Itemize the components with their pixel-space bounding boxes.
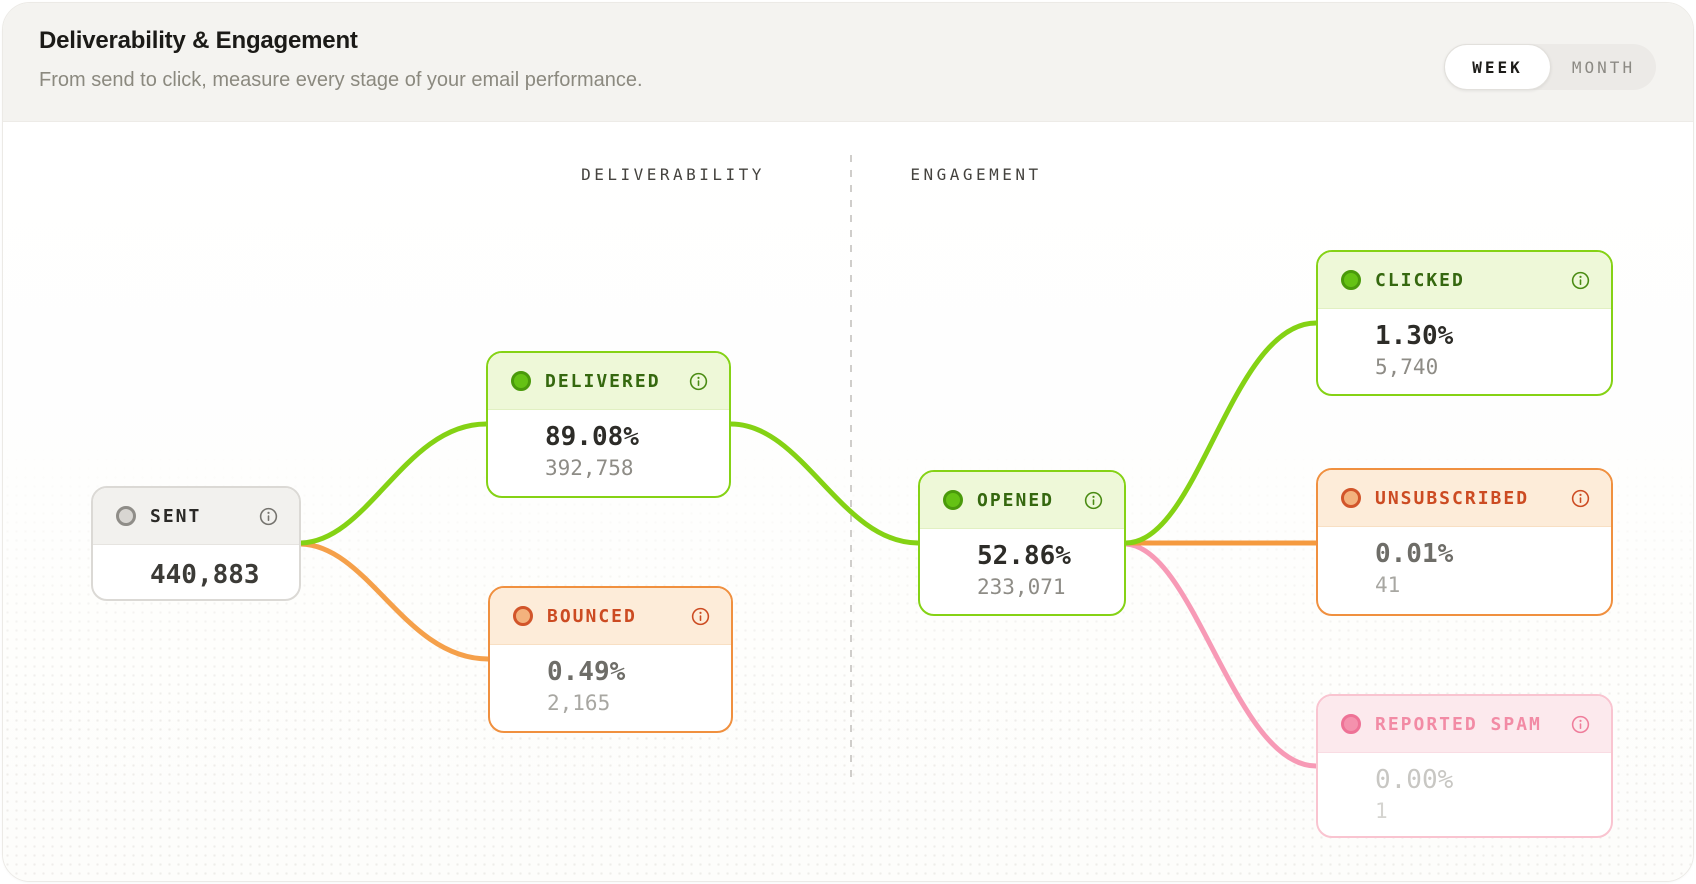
sent-status-dot-icon: [116, 506, 136, 526]
node-bounced-header: BOUNCED: [490, 588, 731, 645]
node-label: BOUNCED: [547, 605, 637, 627]
info-icon[interactable]: [1570, 714, 1591, 735]
funnel-canvas: DELIVERABILITY ENGAGEMENT SENT: [3, 122, 1693, 881]
node-unsubscribed: UNSUBSCRIBED 0.01% 41: [1316, 468, 1613, 616]
connector-sent-bounced: [298, 541, 491, 662]
node-label: OPENED: [977, 489, 1055, 511]
node-value: 1: [1375, 799, 1388, 823]
unsubscribed-status-dot-icon: [1341, 488, 1361, 508]
node-sent-header: SENT: [93, 488, 299, 545]
node-percent: 0.01%: [1375, 539, 1454, 569]
page-title: Deliverability & Engagement: [39, 27, 358, 54]
info-icon[interactable]: [688, 371, 709, 392]
node-value: 392,758: [545, 456, 634, 480]
reported-spam-status-dot-icon: [1341, 714, 1361, 734]
connector-opened-clicked: [1123, 320, 1319, 546]
widget-header: Deliverability & Engagement From send to…: [3, 3, 1693, 122]
bounced-status-dot-icon: [513, 606, 533, 626]
node-clicked-header: CLICKED: [1318, 252, 1611, 309]
node-percent: 52.86%: [977, 541, 1071, 571]
info-icon[interactable]: [690, 606, 711, 627]
period-toggle: WEEK MONTH: [1444, 44, 1656, 90]
node-opened-header: OPENED: [920, 472, 1124, 529]
node-percent: 1.30%: [1375, 321, 1454, 351]
node-percent: 0.00%: [1375, 765, 1454, 795]
node-value: 41: [1375, 573, 1401, 597]
node-reported-spam: REPORTED SPAM 0.00% 1: [1316, 694, 1613, 838]
node-label: UNSUBSCRIBED: [1375, 487, 1530, 509]
node-value: 233,071: [977, 575, 1066, 599]
info-icon[interactable]: [1570, 270, 1591, 291]
info-icon[interactable]: [1570, 488, 1591, 509]
node-value: 2,165: [547, 691, 611, 715]
node-unsubscribed-header: UNSUBSCRIBED: [1318, 470, 1611, 527]
node-value: 5,740: [1375, 355, 1439, 379]
delivered-status-dot-icon: [511, 371, 531, 391]
connector-opened-spam: [1123, 541, 1319, 769]
node-clicked: CLICKED 1.30% 5,740: [1316, 250, 1613, 396]
node-sent: SENT 440,883: [91, 486, 301, 601]
node-bounced: BOUNCED 0.49% 2,165: [488, 586, 733, 733]
info-icon[interactable]: [258, 506, 279, 527]
connector-delivered-opened: [728, 421, 921, 546]
clicked-status-dot-icon: [1341, 270, 1361, 290]
node-label: SENT: [150, 505, 202, 527]
toggle-week-button[interactable]: WEEK: [1444, 44, 1551, 90]
info-icon[interactable]: [1083, 490, 1104, 511]
connector-sent-delivered: [298, 421, 489, 546]
node-value: 440,883: [150, 560, 260, 590]
node-delivered-header: DELIVERED: [488, 353, 729, 410]
node-percent: 89.08%: [545, 422, 639, 452]
node-delivered: DELIVERED 89.08% 392,758: [486, 351, 731, 498]
node-reported-spam-header: REPORTED SPAM: [1318, 696, 1611, 753]
node-percent: 0.49%: [547, 657, 626, 687]
section-label-engagement: ENGAGEMENT: [910, 165, 1042, 184]
node-label: CLICKED: [1375, 269, 1465, 291]
node-label: REPORTED SPAM: [1375, 713, 1542, 735]
connector-lines: [298, 155, 1319, 781]
node-opened: OPENED 52.86% 233,071: [918, 470, 1126, 616]
section-label-deliverability: DELIVERABILITY: [581, 165, 765, 184]
page-subtitle: From send to click, measure every stage …: [39, 69, 643, 91]
node-label: DELIVERED: [545, 370, 661, 392]
opened-status-dot-icon: [943, 490, 963, 510]
toggle-month-button[interactable]: MONTH: [1571, 57, 1636, 77]
